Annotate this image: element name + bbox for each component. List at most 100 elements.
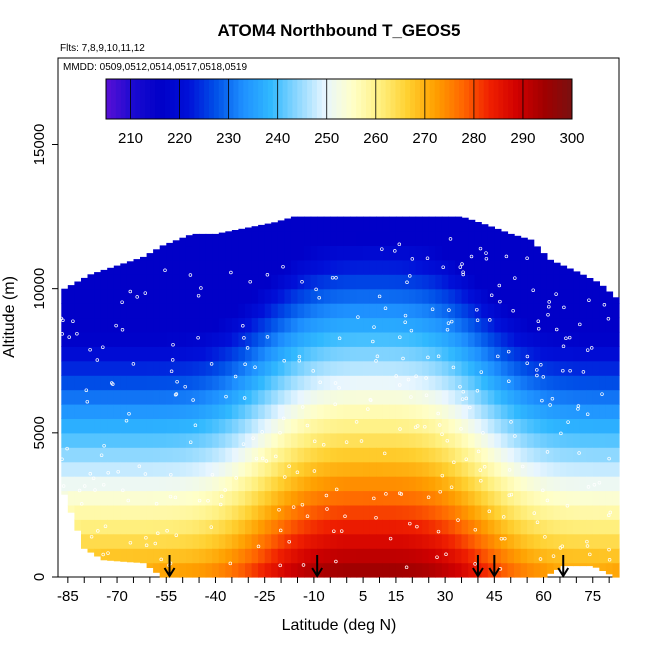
- heatmap-cell: [474, 245, 482, 261]
- heatmap-cell: [166, 346, 174, 362]
- heatmap-cell: [566, 504, 574, 520]
- heatmap-cell: [231, 360, 240, 376]
- heatmap-cell: [310, 461, 318, 477]
- heatmap-cell: [533, 519, 541, 535]
- heatmap-cell: [231, 447, 240, 463]
- heatmap-cell: [146, 303, 154, 319]
- heatmap-cell: [172, 389, 180, 405]
- heatmap-cell: [415, 504, 423, 520]
- heatmap-cell: [133, 447, 141, 463]
- colorbar-cell: [272, 79, 279, 119]
- heatmap-cell: [185, 418, 194, 434]
- flight-marker-head: [163, 567, 176, 578]
- heatmap-cell: [100, 432, 108, 448]
- heatmap-cell: [74, 288, 82, 304]
- colorbar-cell: [120, 79, 127, 119]
- heatmap-cell: [468, 418, 476, 434]
- heatmap-cell: [369, 389, 377, 405]
- heatmap-cell: [376, 245, 384, 261]
- flight-track-point: [452, 460, 456, 465]
- heatmap-cell: [527, 562, 535, 578]
- heatmap-cell: [500, 432, 509, 448]
- heatmap-cell: [455, 418, 463, 434]
- heatmap-cell: [566, 461, 574, 477]
- heatmap-cell: [277, 548, 285, 564]
- flight-track-point: [561, 368, 565, 373]
- flight-track-point: [545, 450, 550, 454]
- heatmap-cell: [290, 519, 299, 535]
- heatmap-cell: [350, 259, 358, 275]
- heatmap-cell: [363, 432, 371, 448]
- flight-track-point: [242, 336, 246, 340]
- heatmap-cell: [87, 476, 95, 492]
- heatmap-cell: [422, 331, 430, 347]
- flight-track-point: [128, 289, 133, 294]
- heatmap-cell: [546, 274, 554, 290]
- heatmap-cell: [343, 432, 351, 448]
- heatmap-cell: [120, 331, 128, 347]
- heatmap-cell: [422, 533, 430, 549]
- heatmap-cell: [192, 490, 200, 506]
- heatmap-cell: [507, 233, 515, 246]
- heatmap-cell: [290, 331, 299, 347]
- heatmap-cell: [140, 274, 148, 290]
- x-tick-label: -85: [57, 588, 79, 605]
- heatmap-cell: [336, 562, 345, 578]
- heatmap-cell: [330, 360, 338, 376]
- heatmap-cell: [369, 562, 377, 578]
- heatmap-cell: [179, 548, 187, 564]
- heatmap-cell: [402, 461, 410, 477]
- heatmap-cell: [258, 418, 266, 434]
- flight-track-point: [567, 335, 572, 340]
- flight-track-point: [67, 335, 71, 339]
- heatmap-cell: [199, 404, 207, 419]
- heatmap-cell: [343, 389, 351, 405]
- flight-track-point: [525, 361, 529, 365]
- heatmap-cell: [415, 476, 423, 492]
- heatmap-cell: [409, 245, 417, 261]
- heatmap-cell: [415, 231, 423, 246]
- heatmap-cell: [350, 231, 358, 246]
- heatmap-cell: [107, 447, 115, 463]
- flight-track-point: [449, 485, 454, 489]
- flight-track-point: [405, 280, 409, 285]
- heatmap-cell: [579, 389, 587, 405]
- heatmap-cell: [264, 533, 272, 549]
- heatmap-cell: [245, 227, 253, 232]
- heatmap-cell: [172, 447, 180, 463]
- heatmap-cell: [422, 317, 430, 333]
- heatmap-cell: [533, 476, 541, 492]
- flight-track-point: [535, 520, 540, 524]
- heatmap-cell: [363, 303, 371, 319]
- heatmap-cell: [448, 461, 456, 477]
- heatmap-cell: [212, 331, 220, 347]
- flight-track-point: [209, 362, 214, 366]
- heatmap-cell: [166, 259, 174, 275]
- flight-track-point: [106, 470, 110, 475]
- heatmap-cell: [409, 259, 417, 275]
- colorbar-cell: [336, 79, 342, 119]
- heatmap-cell: [140, 490, 148, 506]
- heatmap-cell: [566, 389, 574, 405]
- heatmap-cell: [225, 259, 233, 275]
- heatmap-cell: [100, 288, 108, 304]
- heatmap-cell: [376, 447, 384, 463]
- flight-track-point: [312, 439, 317, 444]
- flight-track-point: [128, 540, 133, 545]
- heatmap-cell: [310, 231, 318, 246]
- heatmap-cell: [409, 375, 417, 391]
- heatmap-cell: [553, 375, 561, 391]
- flight-track-point: [546, 312, 550, 317]
- heatmap-cell: [218, 288, 226, 304]
- heatmap-cell: [205, 346, 213, 362]
- heatmap-cell: [218, 259, 226, 275]
- heatmap-cell: [172, 562, 180, 578]
- heatmap-cell: [376, 331, 384, 347]
- heatmap-cell: [277, 490, 285, 506]
- heatmap-cell: [579, 360, 587, 376]
- heatmap-cell: [264, 259, 272, 275]
- heatmap-cell: [474, 274, 482, 290]
- heatmap-cell: [500, 447, 509, 463]
- heatmap-cell: [271, 360, 279, 376]
- heatmap-cell: [172, 404, 180, 419]
